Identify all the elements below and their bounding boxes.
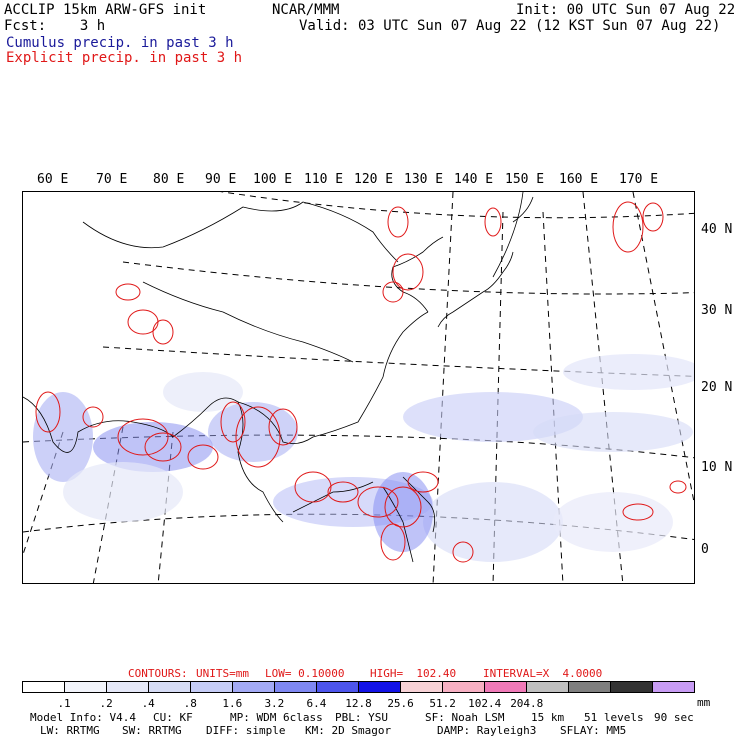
lon-label: 110 E [304,172,344,187]
precip-map [22,191,695,584]
philippines-outline [402,476,436,533]
pbl-scheme: PBL: YSU [335,711,388,724]
resolution: 15 km [531,711,565,724]
sf-scheme: SF: Noah LSM [425,711,505,724]
damp-scheme: DAMP: Rayleigh3 [437,724,537,737]
lat-30n-line [122,261,694,295]
contour-high: HIGH= 102.40 [370,667,457,680]
colorbar-tick-label: 25.6 [387,697,414,710]
colorbar-swatch [485,682,527,692]
interior-border [142,281,354,363]
init-time: Init: 00 UTC Sun 07 Aug 22 [516,2,736,18]
southeast-asia-coast [237,311,429,445]
colorbar-tick-label: .4 [141,697,155,710]
colorbar-swatch [23,682,65,692]
colorbar-swatch [317,682,359,692]
colorbar-swatch [653,682,694,692]
organization-label: NCAR/MMM [272,2,340,18]
colorbar-tick-label: 204.8 [510,697,544,710]
colorbar-swatch [107,682,149,692]
cumulus-precip-shading [33,354,694,562]
lon-line [632,192,694,505]
maritime-coast [292,481,414,563]
colorbar-tick-label: 51.2 [429,697,456,710]
colorbar-tick-label: 6.4 [306,697,327,710]
kamchatka-coast [492,192,534,278]
lat-label: 0 [701,542,709,557]
contour-units: UNITS=mm [196,667,249,680]
sflay-scheme: SFLAY: MM5 [560,724,627,737]
model-title: ACCLIP 15km ARW-GFS init [4,2,207,18]
colorbar-tick-label: .1 [57,697,71,710]
colorbar-tick-label: 102.4 [468,697,502,710]
lon-label: 70 E [96,172,128,187]
diff-scheme: DIFF: simple [206,724,286,737]
colorbar-swatch [527,682,569,692]
lon-label: 100 E [253,172,293,187]
lon-label: 80 E [153,172,185,187]
lat-label: 30 N [701,303,733,318]
valid-time: Valid: 03 UTC Sun 07 Aug 22 (12 KST Sun … [299,18,721,34]
colorbar-swatch [569,682,611,692]
lw-scheme: LW: RRTMG [40,724,100,737]
map-canvas [23,192,694,583]
colorbar-tick-label: 1.6 [222,697,243,710]
colorbar-swatch [233,682,275,692]
lon-label: 120 E [354,172,394,187]
cu-scheme: CU: KF [153,711,193,724]
explicit-precip-label: Explicit precip. in past 3 h [6,50,243,66]
colorbar-tick-label: 12.8 [345,697,372,710]
time-step: 90 sec [654,711,694,724]
explicit-precip-contours [35,201,687,563]
colorbar-swatch [401,682,443,692]
colorbar-swatch [65,682,107,692]
contour-label: CONTOURS: [128,667,188,680]
contour-interval: INTERVAL=X 4.0000 [483,667,603,680]
colorbar-swatch [275,682,317,692]
interior-border [82,201,399,263]
colorbar-tick-label: 3.2 [264,697,285,710]
lat-label: 20 N [701,380,733,395]
colorbar-unit: mm [697,696,711,709]
lon-label: 170 E [619,172,659,187]
sw-scheme: SW: RRTMG [122,724,182,737]
contour-low: LOW= 0.10000 [265,667,345,680]
china-coast [391,236,444,313]
vertical-levels: 51 levels [584,711,644,724]
colorbar-swatch [443,682,485,692]
colorbar-tick-label: .8 [183,697,197,710]
lon-label: 150 E [505,172,545,187]
lat-label: 40 N [701,222,733,237]
mp-scheme: MP: WDM 6class [230,711,323,724]
forecast-hour: Fcst: 3 h [4,18,106,34]
colorbar-swatch [191,682,233,692]
lat-label: 10 N [701,460,733,475]
lon-label: 90 E [205,172,237,187]
model-info: Model Info: V4.4 [30,711,136,724]
colorbar-swatch [611,682,653,692]
precip-colorbar [22,681,695,693]
south-asia-coast [23,396,284,523]
coastlines [23,192,534,563]
colorbar-tick-label: .2 [99,697,113,710]
lon-label: 130 E [404,172,444,187]
lon-label: 60 E [37,172,69,187]
lon-label: 140 E [454,172,494,187]
lon-label: 160 E [559,172,599,187]
japan-outline [437,251,514,328]
colorbar-swatch [359,682,401,692]
km-scheme: KM: 2D Smagor [305,724,392,737]
cumulus-precip-label: Cumulus precip. in past 3 h [6,35,234,51]
colorbar-swatch [149,682,191,692]
